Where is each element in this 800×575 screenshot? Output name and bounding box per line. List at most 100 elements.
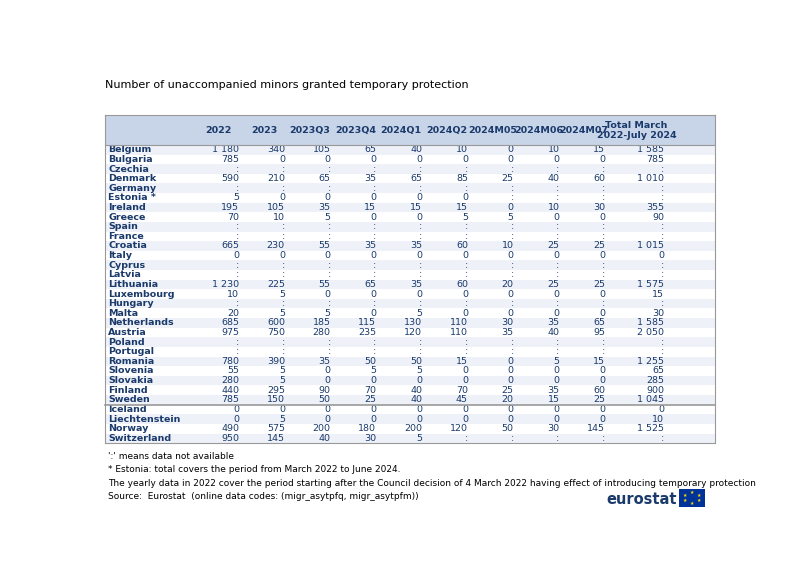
Text: ★: ★ bbox=[697, 493, 701, 498]
Text: 15: 15 bbox=[547, 396, 559, 404]
Text: 25: 25 bbox=[502, 386, 514, 394]
Text: :: : bbox=[661, 338, 664, 347]
Text: 0: 0 bbox=[370, 290, 377, 298]
Text: 195: 195 bbox=[221, 203, 239, 212]
Text: 30: 30 bbox=[502, 319, 514, 327]
Text: Iceland: Iceland bbox=[108, 405, 146, 414]
Bar bbox=[105, 183, 715, 193]
Text: 5: 5 bbox=[233, 193, 239, 202]
Text: Netherlands: Netherlands bbox=[108, 319, 174, 327]
Text: 230: 230 bbox=[266, 242, 285, 251]
Text: 0: 0 bbox=[599, 415, 605, 424]
Text: 0: 0 bbox=[554, 251, 559, 260]
Text: 0: 0 bbox=[416, 251, 422, 260]
Text: :: : bbox=[236, 184, 239, 193]
Text: 0: 0 bbox=[233, 405, 239, 414]
Text: :: : bbox=[327, 222, 330, 231]
Text: 0: 0 bbox=[508, 251, 514, 260]
Text: :: : bbox=[236, 164, 239, 174]
Text: Slovakia: Slovakia bbox=[108, 376, 153, 385]
Text: Liechtenstein: Liechtenstein bbox=[108, 415, 181, 424]
Text: 110: 110 bbox=[450, 319, 468, 327]
Text: 5: 5 bbox=[279, 366, 285, 375]
Text: ★: ★ bbox=[683, 499, 687, 503]
Text: 2023Q4: 2023Q4 bbox=[335, 126, 376, 135]
Text: Latvia: Latvia bbox=[108, 270, 141, 279]
Bar bbox=[105, 232, 715, 241]
Text: 0: 0 bbox=[325, 366, 330, 375]
Text: :: : bbox=[236, 270, 239, 279]
Text: 0: 0 bbox=[554, 415, 559, 424]
Text: 40: 40 bbox=[410, 145, 422, 154]
Text: :: : bbox=[236, 347, 239, 356]
Text: :: : bbox=[661, 270, 664, 279]
Bar bbox=[105, 212, 715, 222]
Text: :: : bbox=[419, 347, 422, 356]
Text: Greece: Greece bbox=[108, 213, 146, 221]
Text: 110: 110 bbox=[450, 328, 468, 337]
Text: :: : bbox=[465, 299, 468, 308]
Text: 1 575: 1 575 bbox=[638, 280, 664, 289]
Text: 65: 65 bbox=[365, 145, 377, 154]
Text: 15: 15 bbox=[365, 203, 377, 212]
Text: :: : bbox=[556, 338, 559, 347]
Text: 0: 0 bbox=[508, 290, 514, 298]
Text: 10: 10 bbox=[227, 290, 239, 298]
Text: 10: 10 bbox=[547, 203, 559, 212]
Text: 0: 0 bbox=[599, 155, 605, 164]
Bar bbox=[105, 347, 715, 356]
Text: 210: 210 bbox=[267, 174, 285, 183]
Bar bbox=[105, 366, 715, 376]
Text: 65: 65 bbox=[365, 280, 377, 289]
Text: 35: 35 bbox=[410, 280, 422, 289]
Text: 0: 0 bbox=[462, 309, 468, 318]
Text: 145: 145 bbox=[267, 434, 285, 443]
Text: 10: 10 bbox=[456, 145, 468, 154]
Text: 15: 15 bbox=[593, 145, 605, 154]
Text: :: : bbox=[602, 434, 605, 443]
Text: 20: 20 bbox=[502, 396, 514, 404]
Text: :: : bbox=[602, 222, 605, 231]
Text: :: : bbox=[556, 193, 559, 202]
Text: 1 585: 1 585 bbox=[638, 319, 664, 327]
Text: 0: 0 bbox=[370, 405, 377, 414]
Text: 90: 90 bbox=[318, 386, 330, 394]
Text: 0: 0 bbox=[508, 366, 514, 375]
Text: 2024Q1: 2024Q1 bbox=[381, 126, 422, 135]
Text: 490: 490 bbox=[221, 424, 239, 433]
Text: 5: 5 bbox=[325, 309, 330, 318]
Text: :: : bbox=[373, 270, 377, 279]
Text: :: : bbox=[465, 260, 468, 270]
Text: 0: 0 bbox=[508, 415, 514, 424]
Text: 95: 95 bbox=[593, 328, 605, 337]
Text: The yearly data in 2022 cover the period starting after the Council decision of : The yearly data in 2022 cover the period… bbox=[108, 478, 756, 488]
Text: 70: 70 bbox=[227, 213, 239, 221]
Text: :: : bbox=[661, 164, 664, 174]
Text: Belgium: Belgium bbox=[108, 145, 151, 154]
Text: 40: 40 bbox=[547, 328, 559, 337]
Text: :: : bbox=[510, 434, 514, 443]
Text: :: : bbox=[465, 232, 468, 241]
Text: Poland: Poland bbox=[108, 338, 145, 347]
Text: 0: 0 bbox=[279, 155, 285, 164]
Text: 280: 280 bbox=[313, 328, 330, 337]
Text: 785: 785 bbox=[221, 396, 239, 404]
Text: :: : bbox=[556, 184, 559, 193]
Text: 10: 10 bbox=[547, 145, 559, 154]
Text: 0: 0 bbox=[416, 213, 422, 221]
Text: 0: 0 bbox=[325, 405, 330, 414]
Bar bbox=[679, 489, 705, 507]
Text: :: : bbox=[282, 299, 285, 308]
Text: 0: 0 bbox=[325, 415, 330, 424]
Bar bbox=[105, 155, 715, 164]
Text: 0: 0 bbox=[370, 213, 377, 221]
Text: :: : bbox=[602, 299, 605, 308]
Text: 0: 0 bbox=[462, 251, 468, 260]
Bar bbox=[105, 164, 715, 174]
Text: :: : bbox=[661, 222, 664, 231]
Bar bbox=[105, 434, 715, 443]
Text: 65: 65 bbox=[652, 366, 664, 375]
Text: :: : bbox=[556, 260, 559, 270]
Text: 35: 35 bbox=[318, 357, 330, 366]
Text: 35: 35 bbox=[364, 242, 377, 251]
